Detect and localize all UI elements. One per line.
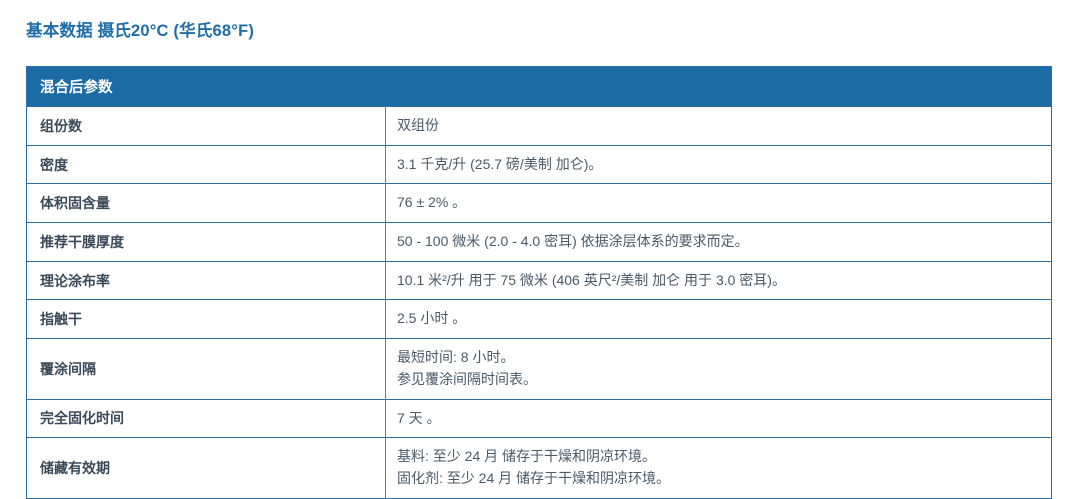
row-value: 3.1 千克/升 (25.7 磅/美制 加仑)。 — [385, 144, 1052, 184]
row-value-line: 10.1 米²/升 用于 75 微米 (406 英尺²/美制 加仑 用于 3.0… — [397, 271, 786, 288]
table-body: 组份数 双组份 密度 3.1 千克/升 (25.7 磅/美制 加仑)。 体积固含量 76 … — [26, 106, 1052, 499]
table-row: 完全固化时间 7 天 。 — [26, 398, 1052, 438]
row-value: 76 ± 2% 。 — [385, 183, 1052, 223]
row-label: 理论涂布率 — [26, 260, 386, 300]
row-label: 覆涂间隔 — [26, 338, 386, 399]
page-root: 基本数据 摄氏20°C (华氏68°F) 混合后参数 组份数 双组份 密度 3.1 千… — [26, 22, 1052, 499]
row-label: 完全固化时间 — [26, 398, 386, 438]
row-label: 组份数 — [26, 106, 386, 146]
table-header-row: 混合后参数 — [26, 66, 1052, 107]
row-value-line: 3.1 千克/升 (25.7 磅/美制 加仑)。 — [397, 155, 603, 172]
table-row: 储藏有效期 基料: 至少 24 月 储存于干燥和阴凉环境。 固化剂: 至少 24 月… — [26, 437, 1052, 499]
row-value: 2.5 小时 。 — [385, 299, 1052, 339]
row-label: 指触干 — [26, 299, 386, 339]
row-value-line: 参见覆涂间隔时间表。 — [397, 370, 537, 387]
row-value-line: 最短时间: 8 小时。 — [397, 349, 515, 366]
row-label: 密度 — [26, 144, 386, 184]
table-row: 理论涂布率 10.1 米²/升 用于 75 微米 (406 英尺²/美制 加仑 用… — [26, 260, 1052, 300]
row-label: 推荐干膜厚度 — [26, 222, 386, 262]
row-label: 体积固含量 — [26, 183, 386, 223]
table-row: 体积固含量 76 ± 2% 。 — [26, 183, 1052, 223]
row-value-line: 76 ± 2% 。 — [397, 194, 467, 211]
row-value: 10.1 米²/升 用于 75 微米 (406 英尺²/美制 加仑 用于 3.0… — [385, 260, 1052, 300]
row-label: 储藏有效期 — [26, 437, 386, 499]
table-row: 指触干 2.5 小时 。 — [26, 299, 1052, 339]
row-value-line: 2.5 小时 。 — [397, 310, 467, 327]
mixed-product-data-table: 混合后参数 组份数 双组份 密度 3.1 千克/升 (25.7 磅/美制 加仑)。 体积… — [26, 66, 1052, 499]
table-header-title: 混合后参数 — [26, 66, 1052, 107]
row-value-line: 双组份 — [397, 117, 439, 133]
row-value-line: 基料: 至少 24 月 储存于干燥和阴凉环境。 — [397, 448, 657, 465]
row-value: 最短时间: 8 小时。参见覆涂间隔时间表。 — [385, 338, 1052, 399]
row-value-line: 7 天 。 — [397, 409, 441, 426]
table-row: 密度 3.1 千克/升 (25.7 磅/美制 加仑)。 — [26, 144, 1052, 184]
row-value-line: 固化剂: 至少 24 月 储存于干燥和阴凉环境。 — [397, 469, 671, 486]
table-row: 组份数 双组份 — [26, 106, 1052, 146]
row-value: 7 天 。 — [385, 398, 1052, 438]
page-title: 基本数据 摄氏20°C (华氏68°F) — [26, 22, 255, 40]
row-value: 50 - 100 微米 (2.0 - 4.0 密耳) 依据涂层体系的要求而定。 — [385, 222, 1052, 262]
table-row: 覆涂间隔 最短时间: 8 小时。参见覆涂间隔时间表。 — [26, 338, 1052, 399]
table-row: 推荐干膜厚度 50 - 100 微米 (2.0 - 4.0 密耳) 依据涂层体系的… — [26, 222, 1052, 262]
row-value-line: 50 - 100 微米 (2.0 - 4.0 密耳) 依据涂层体系的要求而定。 — [397, 233, 749, 250]
row-value: 双组份 — [385, 106, 1052, 146]
row-value: 基料: 至少 24 月 储存于干燥和阴凉环境。 固化剂: 至少 24 月 储存于干… — [385, 437, 1052, 499]
